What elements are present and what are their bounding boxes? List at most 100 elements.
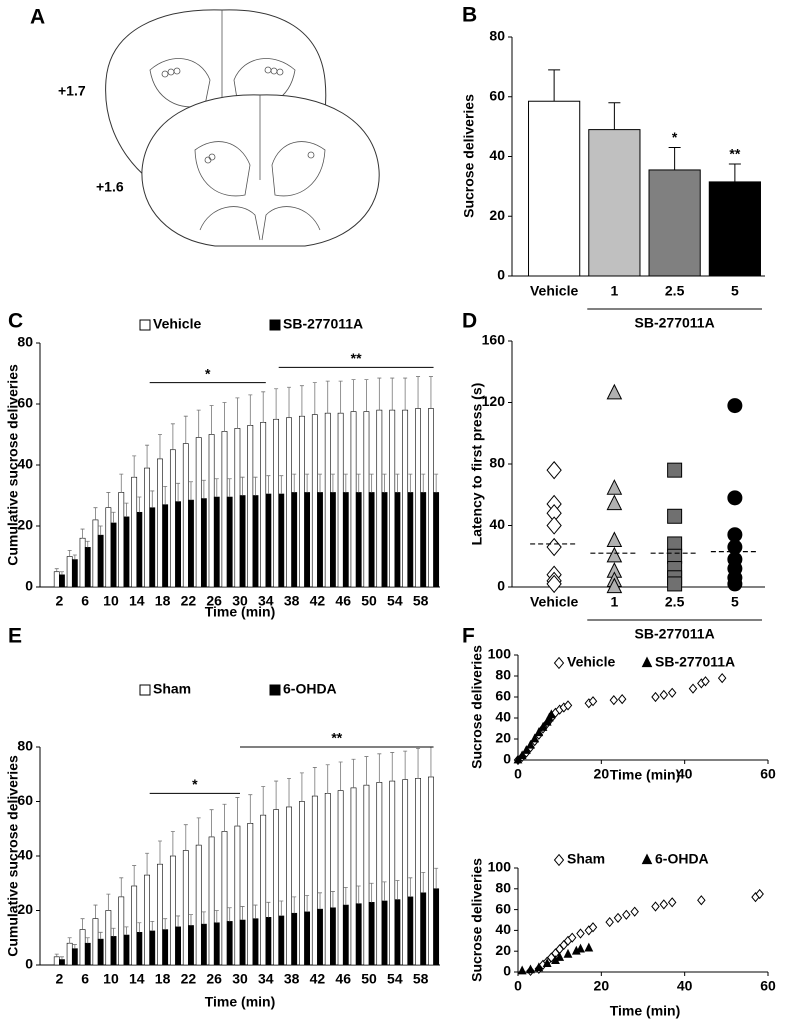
x-tick-label: 22 bbox=[181, 971, 197, 987]
error-bar bbox=[287, 386, 292, 418]
legend-label: 6-OHDA bbox=[655, 851, 709, 867]
error-bar bbox=[266, 475, 271, 494]
bar bbox=[157, 863, 163, 966]
bar bbox=[299, 415, 305, 588]
bar bbox=[110, 522, 117, 588]
point bbox=[727, 576, 743, 592]
y-tick-label: 80 bbox=[17, 334, 33, 350]
y-tick-label: 0 bbox=[503, 751, 511, 767]
point bbox=[553, 656, 565, 670]
error-bar bbox=[196, 409, 201, 438]
bar bbox=[433, 888, 440, 966]
x-tick-label: 42 bbox=[310, 593, 326, 609]
bar bbox=[175, 501, 181, 588]
point bbox=[755, 888, 764, 900]
bar bbox=[260, 814, 267, 966]
error-bar bbox=[222, 803, 227, 832]
legend-label: Vehicle bbox=[153, 316, 201, 332]
error-bar bbox=[343, 473, 348, 493]
x-tick-label: 2.5 bbox=[665, 283, 685, 299]
error-bar bbox=[209, 809, 214, 837]
y-tick-label: 80 bbox=[489, 455, 505, 471]
error-bar bbox=[434, 473, 439, 493]
bar bbox=[330, 492, 336, 588]
y-axis-label: Sucrose deliveries bbox=[461, 94, 477, 218]
x-tick-label: 26 bbox=[206, 593, 222, 609]
point bbox=[513, 754, 523, 764]
x-tick-label: 5 bbox=[731, 594, 739, 610]
y-tick-label: 100 bbox=[488, 646, 512, 662]
bar bbox=[407, 492, 414, 588]
bar bbox=[588, 129, 641, 277]
y-axis-label: Cumulative sucrose deliveries bbox=[5, 755, 21, 957]
bar bbox=[221, 431, 228, 588]
point bbox=[697, 895, 706, 906]
point bbox=[546, 516, 562, 535]
point bbox=[555, 952, 565, 961]
y-axis-label: Cumulative sucrose deliveries bbox=[5, 364, 21, 566]
point bbox=[606, 577, 623, 594]
error-bar bbox=[54, 568, 59, 572]
bar bbox=[324, 412, 331, 588]
bar bbox=[402, 779, 409, 966]
bar bbox=[260, 421, 267, 588]
y-tick-label: 40 bbox=[495, 921, 511, 937]
error-bar bbox=[227, 478, 232, 498]
error-bar bbox=[403, 377, 408, 411]
error-bar bbox=[299, 772, 304, 802]
error-bar bbox=[356, 885, 361, 904]
y-axis-label: Latency to first press (s) bbox=[469, 383, 485, 546]
error-bar bbox=[188, 914, 193, 926]
y-tick-label: 40 bbox=[489, 147, 505, 163]
point bbox=[609, 695, 619, 706]
bar bbox=[110, 936, 117, 966]
error-bar bbox=[369, 882, 374, 903]
point bbox=[606, 479, 623, 495]
error-bar bbox=[364, 379, 369, 412]
bar bbox=[59, 959, 65, 966]
y-tick-label: 160 bbox=[482, 332, 506, 348]
error-bar bbox=[351, 379, 356, 412]
point bbox=[667, 462, 683, 478]
point bbox=[546, 574, 562, 594]
bar bbox=[273, 809, 280, 966]
error-bar bbox=[292, 896, 297, 914]
bar bbox=[97, 938, 104, 966]
panel-label: F bbox=[462, 625, 475, 648]
bar bbox=[278, 493, 285, 588]
bar bbox=[286, 806, 292, 966]
point bbox=[563, 700, 573, 711]
point bbox=[630, 906, 639, 917]
bar bbox=[182, 850, 189, 966]
x-tick-label: 30 bbox=[232, 593, 248, 609]
bar bbox=[123, 516, 130, 588]
x-tick-label: 22 bbox=[181, 593, 197, 609]
bar bbox=[317, 492, 323, 588]
x-axis-label: Time (min) bbox=[205, 994, 276, 1010]
error-bar bbox=[356, 473, 361, 493]
bar bbox=[420, 892, 427, 966]
point bbox=[546, 709, 556, 719]
point bbox=[622, 909, 631, 920]
point bbox=[641, 656, 653, 668]
error-bar bbox=[214, 478, 219, 498]
bar bbox=[195, 844, 202, 966]
significance-label: ** bbox=[351, 350, 362, 366]
error-bar bbox=[111, 511, 116, 523]
significance-label: * bbox=[205, 365, 211, 381]
y-tick-label: 0 bbox=[497, 578, 505, 594]
error-bar bbox=[274, 388, 279, 420]
point bbox=[606, 494, 623, 511]
error-bar bbox=[214, 910, 219, 923]
x-tick-label: 46 bbox=[335, 593, 351, 609]
error-bar bbox=[163, 485, 168, 505]
bar bbox=[342, 904, 349, 966]
x-tick-label: 34 bbox=[258, 971, 274, 987]
error-bar bbox=[137, 922, 142, 933]
y-tick-label: 40 bbox=[489, 516, 505, 532]
bar bbox=[131, 476, 138, 588]
error-bar bbox=[132, 865, 137, 886]
error-bar bbox=[318, 892, 323, 910]
legend-label: 6-OHDA bbox=[283, 681, 337, 697]
bar bbox=[105, 507, 112, 588]
